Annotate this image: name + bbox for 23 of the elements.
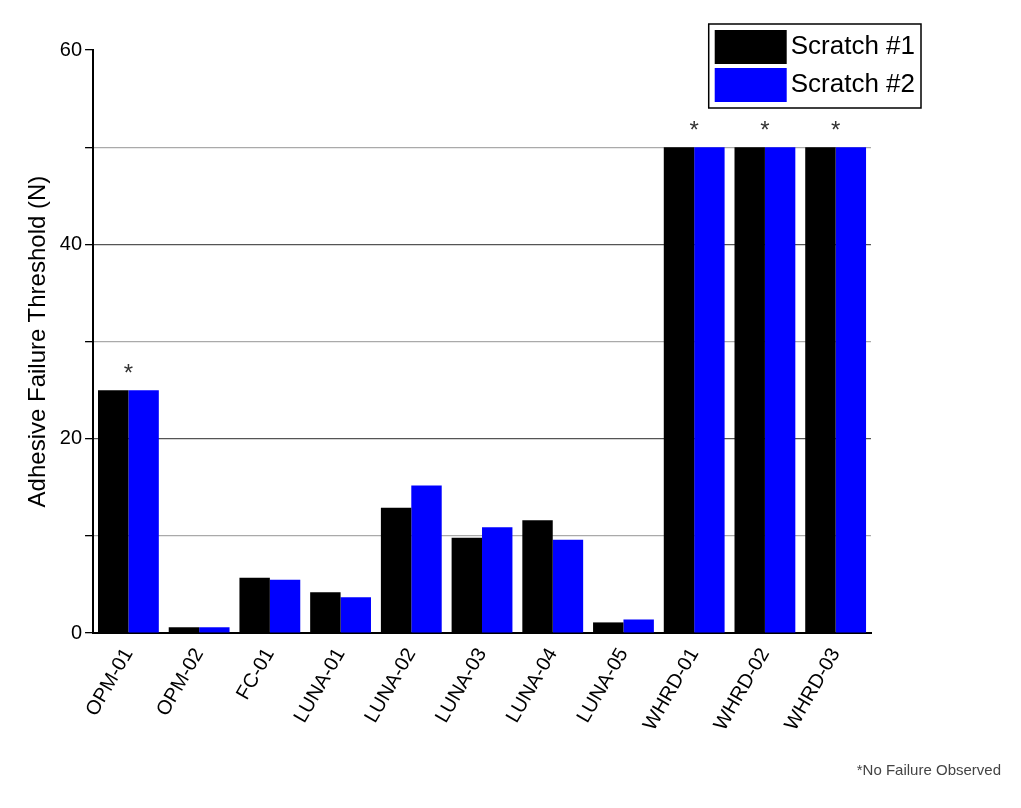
annotation: * xyxy=(760,115,770,143)
bar xyxy=(128,390,159,633)
bar xyxy=(411,485,442,633)
bar xyxy=(552,539,584,633)
annotation: * xyxy=(689,115,699,143)
bar xyxy=(269,579,301,633)
bar xyxy=(482,527,513,633)
y-tick-label: 40 xyxy=(59,231,83,254)
annotation: * xyxy=(123,358,134,386)
bar xyxy=(340,597,371,633)
bar xyxy=(694,147,725,633)
text: *No Failure Observed xyxy=(856,760,1001,778)
bar xyxy=(764,147,796,633)
legend-label: Scratch #2 xyxy=(790,68,916,99)
legend-label: Scratch #1 xyxy=(790,30,916,61)
y-tick-label: 60 xyxy=(59,37,83,60)
bar xyxy=(623,619,654,633)
y-tick-label: 20 xyxy=(59,426,83,449)
y-tick-label: 0 xyxy=(70,620,83,643)
y-axis-title: Adhesive Failure Threshold (N) xyxy=(23,175,51,508)
bar xyxy=(199,627,230,633)
bar xyxy=(835,147,867,633)
annotation: * xyxy=(830,115,841,143)
